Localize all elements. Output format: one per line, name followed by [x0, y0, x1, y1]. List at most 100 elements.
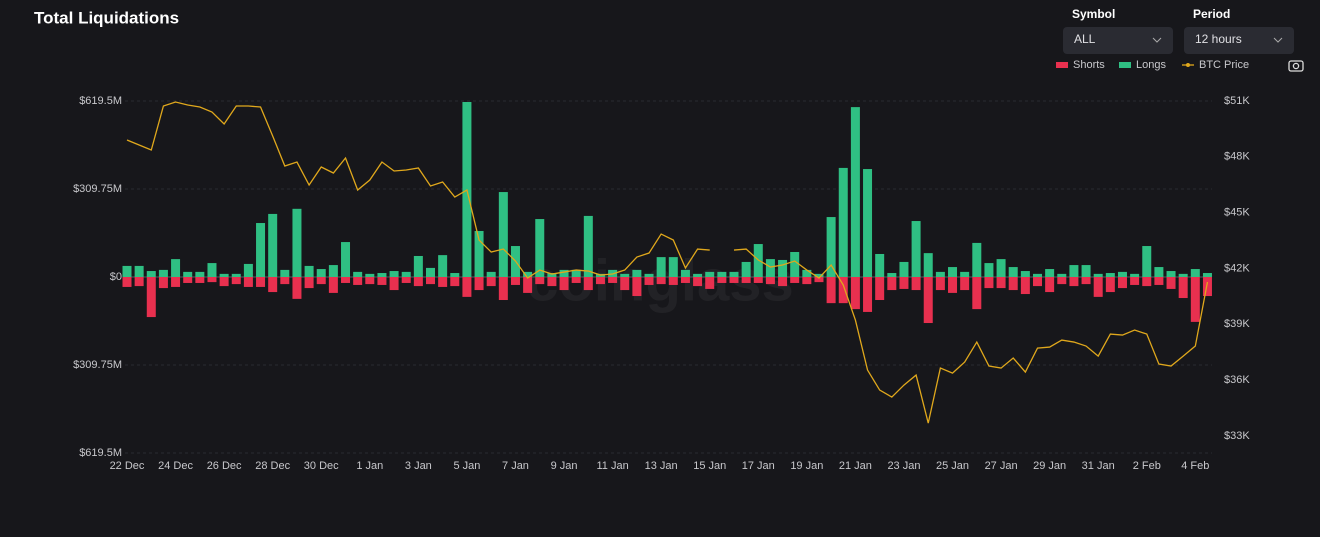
- bar: [693, 277, 703, 287]
- bar: [608, 277, 618, 283]
- bar: [741, 277, 751, 283]
- bar: [935, 271, 945, 277]
- bar: [158, 277, 168, 289]
- bar: [948, 267, 958, 277]
- bar: [171, 259, 181, 277]
- bar: [256, 223, 266, 277]
- legend-swatch: [1056, 62, 1068, 68]
- y-tick-label: $309.75M: [73, 183, 122, 195]
- bar: [268, 277, 278, 293]
- bar: [158, 269, 168, 277]
- camera-lens[interactable]: [1292, 62, 1300, 70]
- bar: [1045, 277, 1055, 293]
- legend-swatch: [1119, 62, 1131, 68]
- bar: [875, 253, 885, 277]
- bar: [1081, 277, 1091, 285]
- dropdown-value[interactable]: ALL: [1074, 32, 1096, 46]
- y2-tick-label: $33K: [1224, 430, 1250, 442]
- bar: [1142, 246, 1152, 277]
- period-dropdown[interactable]: 12 hours: [1184, 27, 1294, 54]
- x-tick-label: 19 Jan: [790, 460, 823, 472]
- legend-item[interactable]: Shorts: [1056, 59, 1105, 71]
- y-tick-label: $309.75M: [73, 359, 122, 371]
- x-tick-label: 9 Jan: [551, 460, 578, 472]
- camera-button[interactable]: [1288, 60, 1304, 72]
- bar: [814, 273, 824, 277]
- bar: [498, 277, 508, 301]
- bar: [1069, 265, 1079, 277]
- y-tick-label: $619.5M: [79, 95, 122, 107]
- bar: [850, 107, 860, 277]
- bar: [304, 277, 314, 289]
- bar: [353, 277, 363, 285]
- bar: [510, 277, 520, 285]
- bar: [146, 271, 156, 277]
- chart-title: Total Liquidations: [34, 8, 179, 27]
- bar: [401, 271, 411, 277]
- symbol-dropdown[interactable]: ALL: [1063, 27, 1173, 54]
- bar: [911, 277, 921, 291]
- bar: [426, 267, 435, 277]
- bar: [923, 277, 933, 324]
- bar: [450, 277, 460, 287]
- bar: [316, 277, 326, 285]
- bar: [571, 269, 581, 277]
- bar: [656, 277, 666, 285]
- x-tick-label: 13 Jan: [645, 460, 678, 472]
- bar: [996, 277, 1006, 289]
- bar: [438, 255, 448, 277]
- dropdown-box[interactable]: [1063, 27, 1173, 54]
- dropdown-box[interactable]: [1184, 27, 1294, 54]
- x-tick-label: 29 Jan: [1033, 460, 1066, 472]
- bar: [960, 271, 970, 277]
- bar: [243, 277, 253, 287]
- bar: [292, 208, 302, 277]
- bar: [778, 277, 788, 287]
- bar: [802, 269, 812, 277]
- bar: [401, 277, 411, 283]
- bar: [960, 277, 970, 291]
- x-tick-label: 15 Jan: [693, 460, 726, 472]
- y2-tick-label: $45K: [1224, 207, 1250, 219]
- bar: [134, 277, 144, 287]
- bar: [583, 215, 593, 277]
- y2-tick-label: $39K: [1224, 318, 1250, 330]
- bar: [486, 271, 496, 277]
- bar: [1045, 269, 1055, 277]
- bar: [753, 277, 763, 283]
- bar: [778, 259, 788, 277]
- y2-tick-label: $42K: [1224, 262, 1250, 274]
- bar: [171, 277, 181, 287]
- bar: [389, 277, 399, 291]
- legend-item[interactable]: Longs: [1119, 59, 1166, 71]
- bar: [231, 273, 241, 277]
- bar: [1093, 277, 1103, 297]
- bar: [219, 277, 229, 287]
- bar: [668, 277, 678, 285]
- bar: [183, 277, 193, 283]
- bar: [1154, 267, 1164, 277]
- bar: [547, 277, 557, 287]
- bar: [365, 273, 375, 277]
- bar: [656, 257, 666, 277]
- bar: [1105, 277, 1115, 293]
- bar: [741, 261, 751, 277]
- chevron: [1273, 37, 1283, 43]
- y-tick-label: $619.5M: [79, 447, 122, 459]
- bar: [341, 277, 351, 283]
- legend-label: Shorts: [1073, 59, 1105, 71]
- legend-item[interactable]: BTC Price: [1182, 59, 1249, 71]
- bar: [863, 277, 873, 312]
- bar: [863, 169, 873, 277]
- bar: [1202, 273, 1212, 277]
- bar: [705, 271, 715, 277]
- dropdown-value[interactable]: 12 hours: [1195, 32, 1242, 46]
- camera-body[interactable]: [1288, 60, 1304, 72]
- y2-tick-label: $51K: [1224, 95, 1250, 107]
- bar: [195, 277, 205, 283]
- bar: [377, 277, 387, 285]
- bar: [644, 273, 654, 277]
- price-line: [126, 101, 1209, 424]
- legend-swatch: [1186, 63, 1190, 67]
- bar: [219, 273, 229, 277]
